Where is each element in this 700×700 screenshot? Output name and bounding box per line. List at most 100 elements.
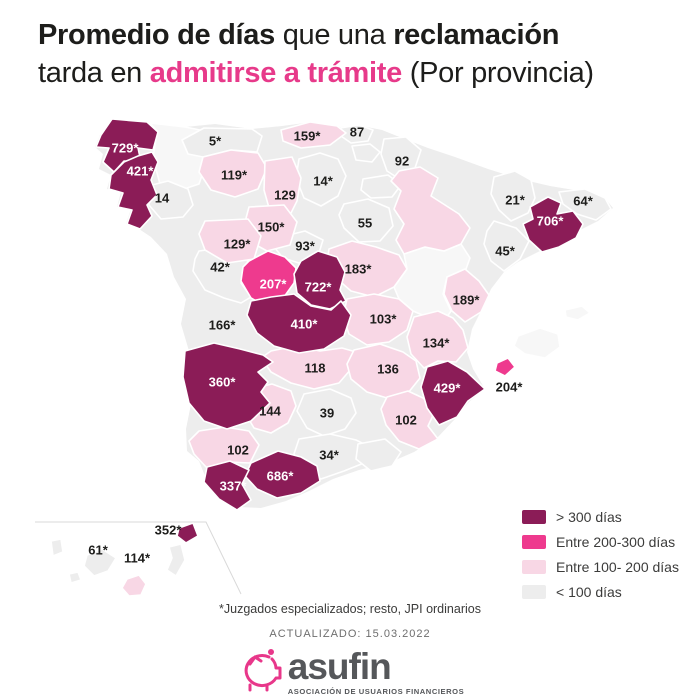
province-value-label: 686* [267, 468, 295, 483]
province-value-label: 118 [305, 360, 326, 375]
asufin-logo: asufin ASOCIACIÓN DE USUARIOS FINANCIERO… [0, 646, 700, 696]
province-region [296, 388, 357, 437]
province-region [406, 310, 469, 369]
province-region [293, 250, 347, 310]
canary-inset-frame [35, 521, 242, 595]
piggy-bank-icon [244, 649, 282, 692]
province-value-label: 207* [260, 276, 288, 291]
island-ibiza [494, 357, 516, 377]
footnote: *Juzgados especializados; resto, JPI ord… [219, 602, 481, 616]
title-segment: Promedio de días [38, 19, 275, 51]
province-region [522, 196, 584, 253]
page-title: Promedio de días que una reclamación tar… [38, 16, 678, 92]
province-region [490, 170, 536, 222]
province-value-label: 102 [227, 442, 249, 457]
title-segment: (Por provincia) [401, 57, 594, 89]
title-segment: tarda en [38, 57, 150, 89]
province-value-label: 42* [210, 259, 230, 274]
province-value-label: 722* [305, 279, 333, 294]
province-region [198, 149, 268, 198]
legend-label: > 300 días [556, 509, 622, 525]
province-region [443, 268, 490, 323]
province-value-label: 87 [350, 124, 364, 139]
province-value-label: 129* [224, 236, 252, 251]
province-region [246, 293, 352, 354]
province-region [483, 220, 530, 272]
province-value-label: 21* [505, 192, 525, 207]
province-region [558, 188, 612, 221]
province-value-label: 92 [395, 153, 409, 168]
logo-tagline: ASOCIACIÓN DE USUARIOS FINANCIEROS [287, 687, 465, 696]
province-value-label: 144 [259, 403, 281, 418]
province-value-label: 134* [423, 335, 451, 350]
province-value-label: 61* [88, 542, 108, 557]
legend-swatch [522, 535, 546, 549]
province-value-label: 337* [220, 478, 248, 493]
province-value-label: 729* [112, 140, 140, 155]
province-region [108, 151, 159, 230]
province-region [355, 438, 402, 472]
province-value-label: 45* [495, 243, 515, 258]
province-value-label: 159* [294, 128, 322, 143]
province-value-label: 183* [345, 261, 373, 276]
province-region [380, 390, 439, 450]
title-line-1: Promedio de días que una reclamación [38, 16, 678, 54]
legend: > 300 días Entre 200-300 días Entre 100- 2… [522, 509, 679, 600]
province-value-label: 421* [127, 163, 155, 178]
legend-item: > 300 días [522, 509, 679, 525]
province-value-label: 706* [537, 213, 565, 228]
province-region [390, 166, 471, 255]
title-segment: admitirse a trámite [149, 57, 402, 89]
title-segment: que una [274, 19, 394, 51]
province-region [280, 121, 347, 149]
island-fuerteventura [166, 543, 186, 577]
province-value-label: 136 [377, 361, 399, 376]
legend-item: Entre 100- 200 días [522, 559, 679, 575]
province-region [188, 426, 260, 469]
legend-item: < 100 días [522, 584, 679, 600]
island-gran-canaria [121, 574, 147, 597]
province-value-label: 5* [209, 133, 222, 148]
updated-date: ACTUALIZADO: 15.03.2022 [269, 628, 431, 640]
island-la-palma [50, 538, 64, 557]
title-line-2: tarda en admitirse a trámite (Por provin… [38, 54, 678, 92]
legend-label: Entre 100- 200 días [556, 559, 679, 575]
province-value-label: 34* [319, 447, 339, 462]
province-region [198, 218, 262, 264]
province-value-label: 360* [209, 374, 237, 389]
province-value-label: 114* [124, 550, 151, 565]
province-value-label: 14 [155, 190, 170, 205]
province-value-label: 410* [291, 316, 319, 331]
province-value-label: 119* [221, 167, 248, 182]
legend-swatch [522, 510, 546, 524]
province-region [244, 450, 321, 499]
title-segment: reclamación [393, 19, 560, 51]
province-region [338, 198, 394, 243]
province-region [147, 180, 194, 220]
province-region [351, 143, 381, 163]
map-labels: 729* 421*14 5* 119* 159* 87 92 14* 129 150* 129* 55… [88, 124, 593, 565]
island-gomera [68, 571, 82, 584]
province-value-label: 55 [358, 215, 372, 230]
province-value-label: 189* [453, 292, 481, 307]
province-value-label: 150* [258, 219, 286, 234]
logo-wordmark: asufin [287, 646, 392, 687]
island-lanzarote [176, 522, 199, 544]
province-value-label: 102 [395, 412, 417, 427]
legend-item: Entre 200-300 días [522, 534, 679, 550]
province-value-label: 14* [313, 173, 333, 188]
legend-swatch [522, 585, 546, 599]
province-value-label: 429* [434, 380, 462, 395]
province-value-label: 103* [370, 311, 398, 326]
legend-label: Entre 200-300 días [556, 534, 676, 550]
province-value-label: 166* [209, 317, 237, 332]
province-region [420, 360, 486, 426]
province-value-label: 204* [496, 379, 524, 394]
legend-label: < 100 días [556, 584, 622, 600]
province-region [263, 156, 302, 218]
province-value-label: 93* [295, 238, 315, 253]
island-menorca [564, 305, 591, 321]
province-region [203, 460, 252, 511]
